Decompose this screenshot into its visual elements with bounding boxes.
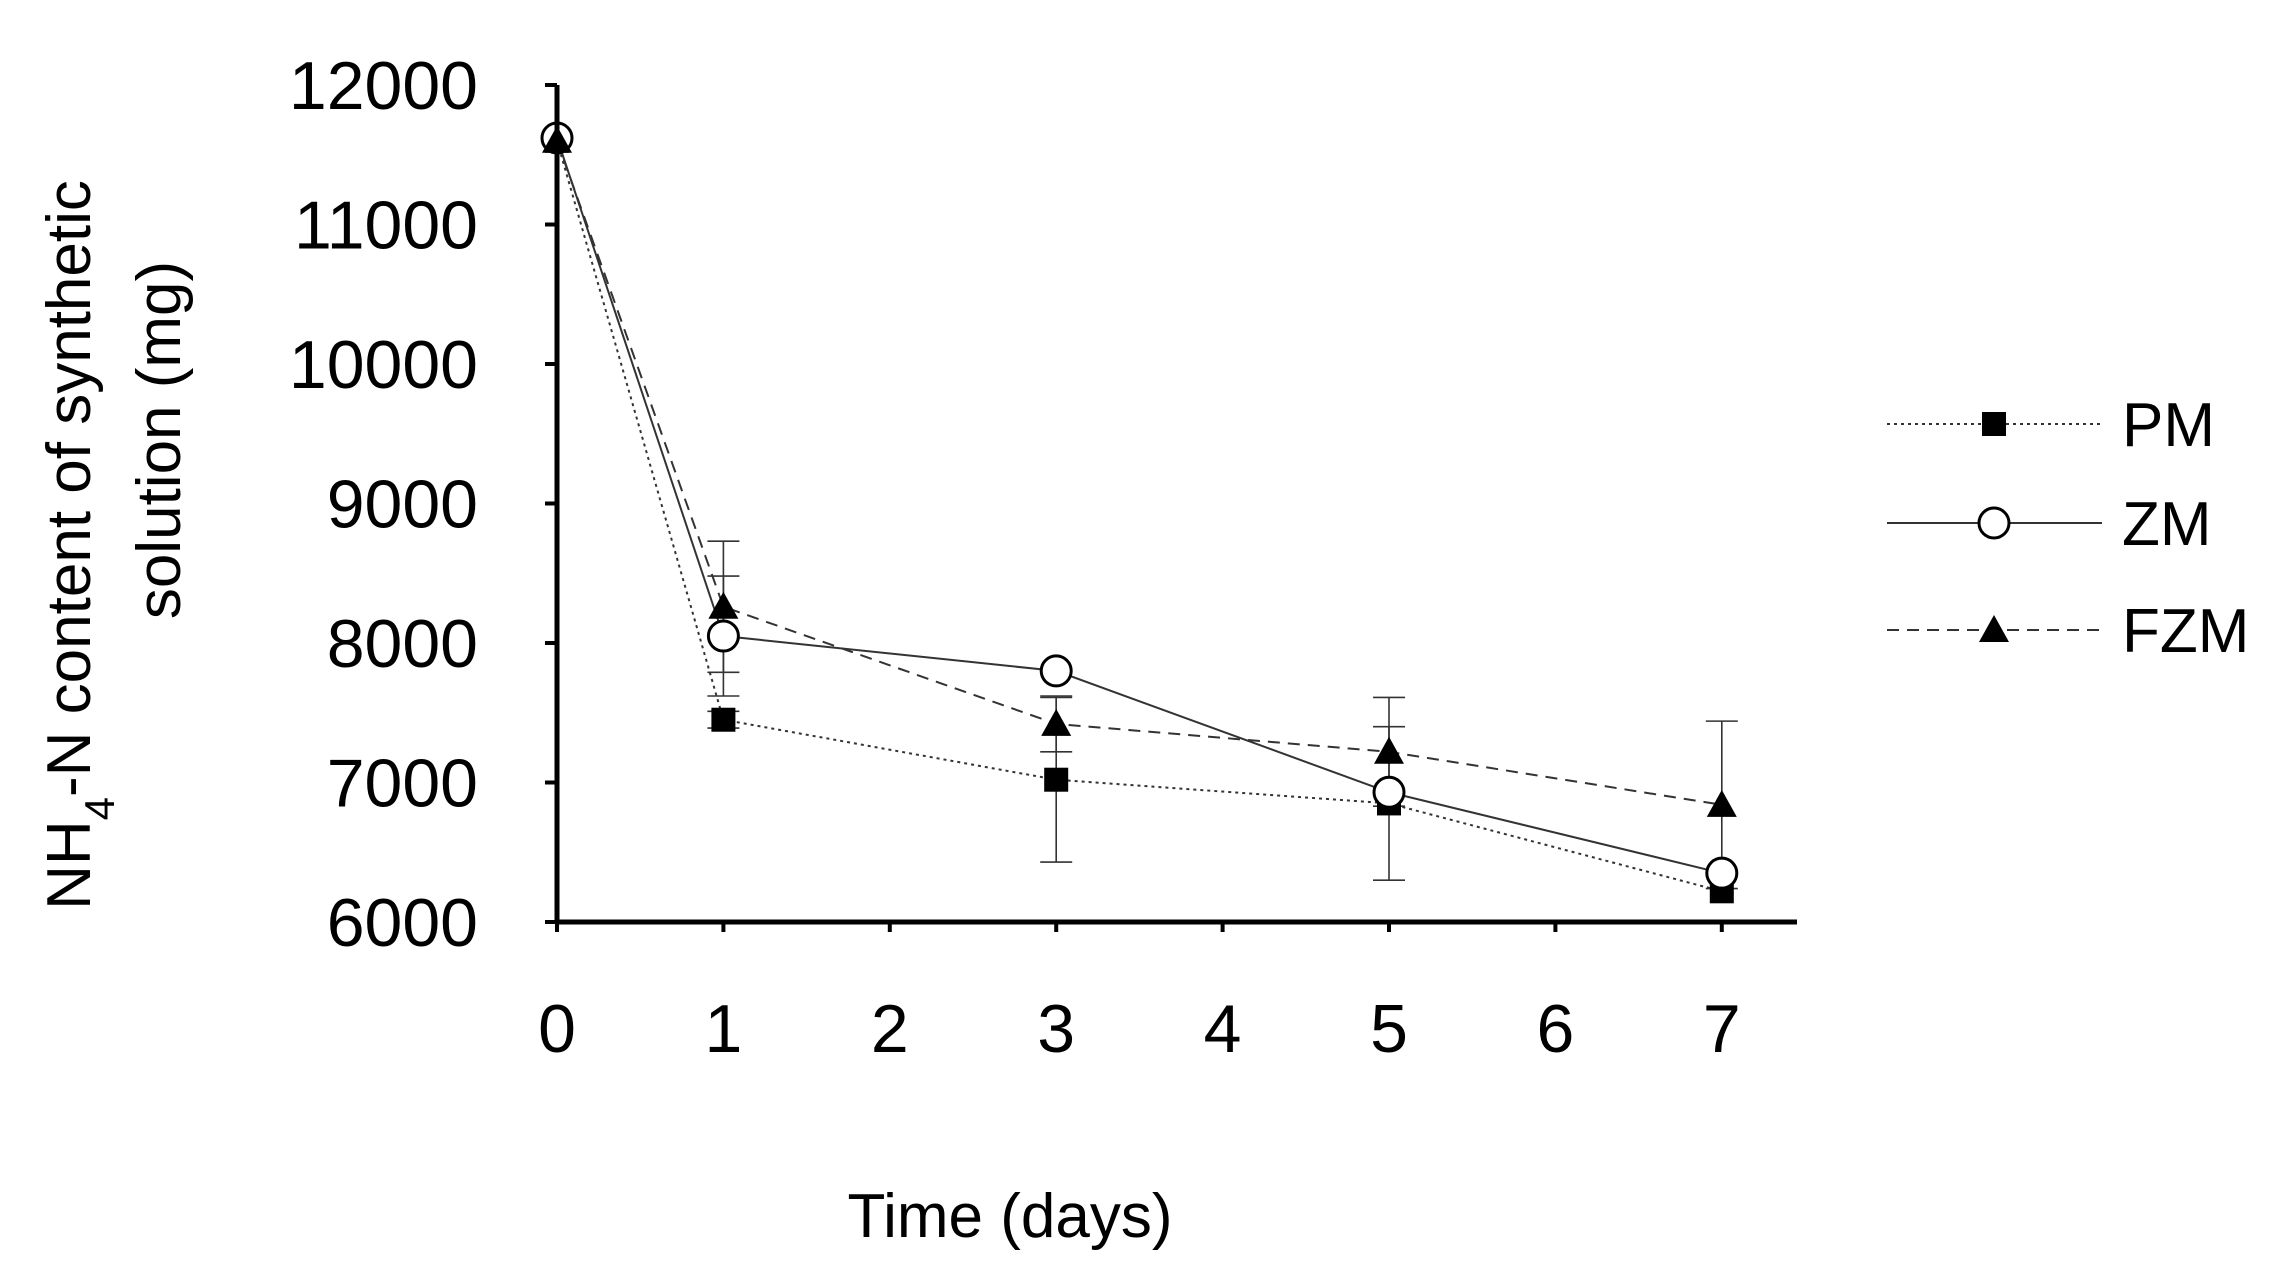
x-tick-label: 6 bbox=[1536, 991, 1574, 1067]
legend-label-pm: PM bbox=[2122, 391, 2215, 460]
y-axis-title-line2: solution (mg) bbox=[125, 261, 194, 619]
axes bbox=[545, 83, 1797, 932]
x-tick-label: 1 bbox=[704, 991, 742, 1067]
x-tick-label: 0 bbox=[538, 991, 576, 1067]
legend-item-fzm: FZM bbox=[1887, 597, 2249, 666]
y-tick-label: 11000 bbox=[294, 188, 478, 264]
x-axis-title: Time (days) bbox=[848, 1182, 1173, 1251]
data-point-zm bbox=[1372, 775, 1406, 809]
x-tick-label: 4 bbox=[1204, 991, 1242, 1067]
y-tick-label: 8000 bbox=[327, 606, 478, 682]
data-point-zm bbox=[1039, 654, 1073, 688]
data-point-zm bbox=[1705, 856, 1739, 890]
data-point-fzm bbox=[708, 591, 739, 619]
y-tick-labels: 6000 7000 8000 9000 10000 11000 12000 bbox=[289, 48, 478, 961]
data-point-fzm bbox=[1041, 708, 1072, 736]
legend-item-zm: ZM bbox=[1887, 490, 2212, 559]
legend-label-zm: ZM bbox=[2122, 490, 2212, 559]
data-point-pm bbox=[711, 707, 736, 732]
y-tick-label: 10000 bbox=[289, 327, 478, 403]
legend-label-fzm: FZM bbox=[2122, 597, 2249, 666]
y-axis-title-suffix: -N content of synthetic bbox=[35, 180, 104, 797]
x-tick-label: 2 bbox=[871, 991, 909, 1067]
x-tick-label: 5 bbox=[1370, 991, 1408, 1067]
svg-text:NH4-N content of synthetic: NH4-N content of synthetic bbox=[35, 180, 123, 910]
y-tick-label: 7000 bbox=[327, 746, 478, 822]
y-axis-title: NH4-N content of synthetic solution (mg) bbox=[35, 180, 194, 910]
data-point-fzm bbox=[1374, 736, 1404, 764]
y-axis-title-subscript: 4 bbox=[76, 797, 123, 820]
legend-marker-zm bbox=[1977, 506, 2011, 540]
x-tick-labels: 0 1 2 3 4 5 6 7 bbox=[538, 991, 1741, 1067]
error-bars bbox=[707, 540, 1738, 890]
data-point-pm bbox=[1044, 767, 1069, 792]
legend-item-pm: PM bbox=[1887, 391, 2215, 460]
series-markers bbox=[540, 121, 1739, 904]
data-point-fzm bbox=[1706, 789, 1737, 817]
legend: PM ZM FZM bbox=[1887, 391, 2249, 666]
y-tick-label: 9000 bbox=[327, 467, 478, 543]
legend-marker-pm bbox=[1982, 412, 2006, 436]
x-tick-label: 7 bbox=[1703, 991, 1741, 1067]
series-line-pm bbox=[556, 140, 1723, 893]
y-tick-label: 6000 bbox=[327, 885, 478, 961]
y-axis-title-prefix: NH bbox=[35, 820, 104, 910]
data-point-zm bbox=[706, 619, 740, 653]
legend-marker-fzm bbox=[1979, 615, 2009, 642]
y-tick-label: 12000 bbox=[289, 48, 478, 124]
series-line-zm bbox=[556, 137, 1723, 875]
series-line-fzm bbox=[556, 140, 1722, 806]
series-lines bbox=[556, 137, 1723, 893]
x-tick-label: 3 bbox=[1037, 991, 1075, 1067]
